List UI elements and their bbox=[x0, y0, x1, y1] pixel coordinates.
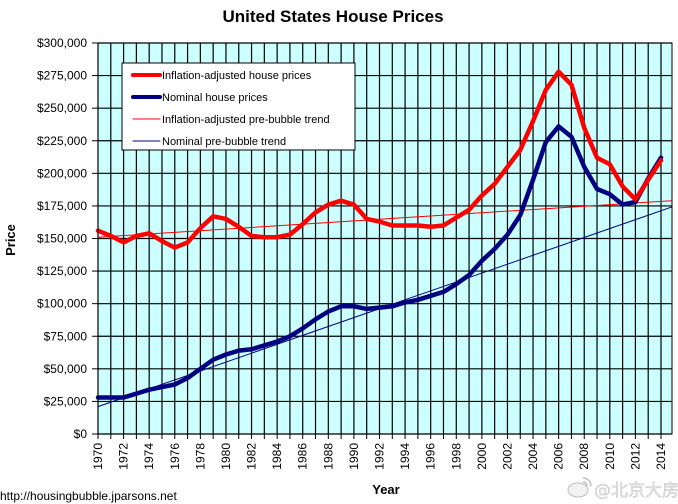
y-tick-label: $0 bbox=[74, 427, 88, 441]
x-tick-label: 1978 bbox=[193, 443, 207, 470]
x-tick-label: 1986 bbox=[296, 443, 310, 470]
y-tick-label: $250,000 bbox=[37, 101, 87, 115]
y-tick-label: $100,000 bbox=[37, 297, 87, 311]
x-tick-label: 2002 bbox=[500, 443, 514, 470]
watermark-text: @北京大房子 bbox=[594, 481, 678, 501]
legend: Inflation-adjusted house prices Nominal h… bbox=[121, 62, 356, 151]
x-tick-label: 2004 bbox=[526, 443, 540, 470]
y-tick-label: $150,000 bbox=[37, 232, 87, 246]
y-tick-label: $300,000 bbox=[37, 36, 87, 50]
x-tick-label: 2000 bbox=[475, 443, 489, 470]
y-axis-title: Price bbox=[3, 224, 18, 256]
y-tick-label: $75,000 bbox=[44, 329, 88, 343]
x-tick-label: 1998 bbox=[449, 443, 463, 470]
x-tick-label: 2006 bbox=[552, 443, 566, 470]
legend-label: Inflation-adjusted pre-bubble trend bbox=[162, 114, 330, 126]
x-tick-label: 1984 bbox=[270, 443, 284, 470]
y-tick-label: $275,000 bbox=[37, 69, 87, 83]
x-tick-label: 1996 bbox=[424, 443, 438, 470]
x-tick-label: 1976 bbox=[168, 443, 182, 470]
series-line-nominal-house-prices bbox=[95, 124, 664, 400]
x-tick-label: 1980 bbox=[219, 443, 233, 470]
watermark: @北京大房子 bbox=[567, 477, 678, 501]
series-layer bbox=[95, 69, 672, 408]
legend-label: Inflation-adjusted house prices bbox=[162, 70, 312, 82]
x-tick-label: 1974 bbox=[142, 443, 156, 470]
series-line-inflation-adjusted-house-prices bbox=[95, 69, 664, 250]
x-axis-title: Year bbox=[372, 482, 399, 497]
x-tick-label: 2008 bbox=[577, 443, 591, 470]
x-tick-label: 2010 bbox=[603, 443, 617, 470]
x-tick-label: 1988 bbox=[321, 443, 335, 470]
weibo-icon bbox=[567, 477, 592, 498]
x-tick-label: 1990 bbox=[347, 443, 361, 470]
x-tick-label: 2012 bbox=[628, 443, 642, 470]
series-line-inflation-adjusted-pre-bubble-trend bbox=[97, 200, 672, 238]
y-tick-label: $225,000 bbox=[37, 134, 87, 148]
y-tick-label: $50,000 bbox=[44, 362, 88, 376]
x-tick-label: 1970 bbox=[91, 443, 105, 470]
y-axis: $0 $25,000 $50,000 $75,000 $100,000 $125,000 $… bbox=[37, 36, 98, 441]
x-tick-label: 1994 bbox=[398, 443, 412, 470]
legend-label: Nominal pre-bubble trend bbox=[162, 136, 286, 148]
legend-label: Nominal house prices bbox=[162, 92, 268, 104]
x-tick-label: 1982 bbox=[245, 443, 259, 470]
x-tick-label: 1972 bbox=[117, 443, 131, 470]
x-tick-label: 2014 bbox=[654, 443, 668, 470]
source-url: http://housingbubble.jparsons.net bbox=[0, 489, 177, 503]
x-axis: 1970 1972 1974 1976 1978 1980 1982 1984 1986 1988… bbox=[91, 434, 668, 470]
x-tick-label: 1992 bbox=[373, 443, 387, 470]
chart-title: United States House Prices bbox=[222, 7, 443, 26]
y-tick-label: $25,000 bbox=[44, 394, 88, 408]
y-tick-label: $125,000 bbox=[37, 264, 87, 278]
y-tick-label: $200,000 bbox=[37, 166, 87, 180]
legend-box bbox=[121, 62, 356, 151]
y-tick-label: $175,000 bbox=[37, 199, 87, 213]
